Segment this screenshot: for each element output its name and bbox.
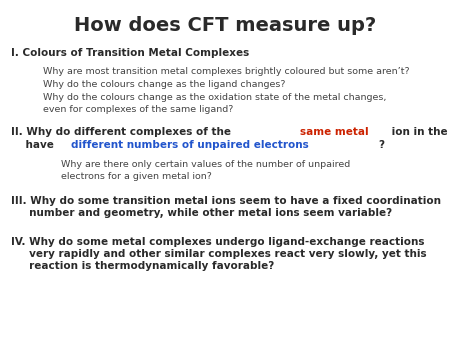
Text: Why do the colours change as the ligand changes?: Why do the colours change as the ligand … [43,80,285,89]
Text: IV. Why do some metal complexes undergo ligand-exchange reactions: IV. Why do some metal complexes undergo … [11,237,425,247]
Text: ?: ? [378,140,384,150]
Text: Why are there only certain values of the number of unpaired: Why are there only certain values of the… [61,160,350,169]
Text: number and geometry, while other metal ions seem variable?: number and geometry, while other metal i… [11,208,392,218]
Text: Why are most transition metal complexes brightly coloured but some aren’t?: Why are most transition metal complexes … [43,67,410,76]
Text: electrons for a given metal ion?: electrons for a given metal ion? [61,172,211,181]
Text: same metal: same metal [300,127,369,137]
Text: have: have [11,140,58,150]
Text: even for complexes of the same ligand?: even for complexes of the same ligand? [43,105,233,114]
Text: Why do the colours change as the oxidation state of the metal changes,: Why do the colours change as the oxidati… [43,93,386,102]
Text: very rapidly and other similar complexes react very slowly, yet this: very rapidly and other similar complexes… [11,249,427,259]
Text: ion in the: ion in the [388,127,450,137]
Text: III. Why do some transition metal ions seem to have a fixed coordination: III. Why do some transition metal ions s… [11,196,441,206]
Text: reaction is thermodynamically favorable?: reaction is thermodynamically favorable? [11,261,274,271]
Text: I. Colours of Transition Metal Complexes: I. Colours of Transition Metal Complexes [11,48,249,58]
Text: How does CFT measure up?: How does CFT measure up? [74,16,376,35]
Text: different numbers of unpaired electrons: different numbers of unpaired electrons [71,140,309,150]
Text: II. Why do different complexes of the: II. Why do different complexes of the [11,127,235,137]
